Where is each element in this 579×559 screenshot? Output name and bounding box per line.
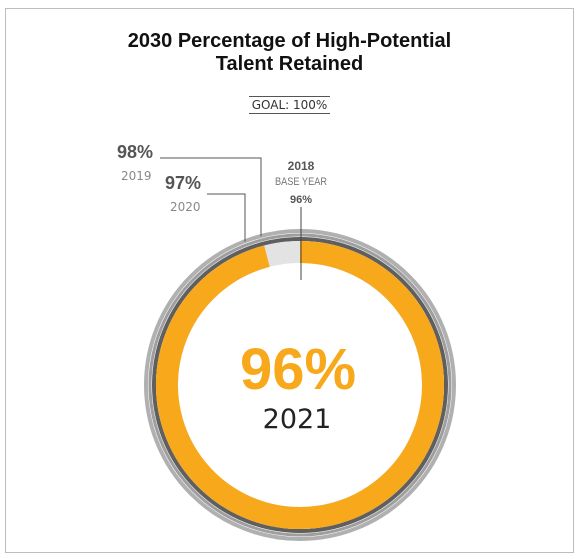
arc-2021 — [156, 241, 444, 529]
leader-line-2020 — [207, 193, 246, 242]
goal-label-wrap: GOAL: 100% — [0, 96, 579, 114]
label-2018-note: BASE YEAR — [275, 176, 327, 188]
ring-2020 — [152, 237, 448, 533]
label-2019-value: 98% — [117, 142, 153, 162]
label-2020-year: 2020 — [170, 200, 201, 214]
label-2020-value: 97% — [165, 173, 201, 193]
center-year: 2021 — [263, 404, 332, 435]
label-2018-value: 96% — [290, 194, 312, 206]
label-2018-year: 2018 — [288, 159, 315, 173]
chart-title: 2030 Percentage of High-Potential Talent… — [0, 30, 579, 76]
chart-title-line-2: Talent Retained — [215, 53, 364, 75]
label-2019-year: 2019 — [121, 169, 152, 183]
chart-frame — [5, 8, 574, 553]
chart-title-line-1: 2030 Percentage of High-Potential — [127, 30, 452, 52]
leader-line-2019 — [160, 157, 262, 237]
ring-2019 — [148, 233, 452, 537]
ring-2018 — [144, 229, 456, 541]
goal-label: GOAL: 100% — [248, 96, 331, 114]
center-value: 96% — [240, 337, 356, 402]
